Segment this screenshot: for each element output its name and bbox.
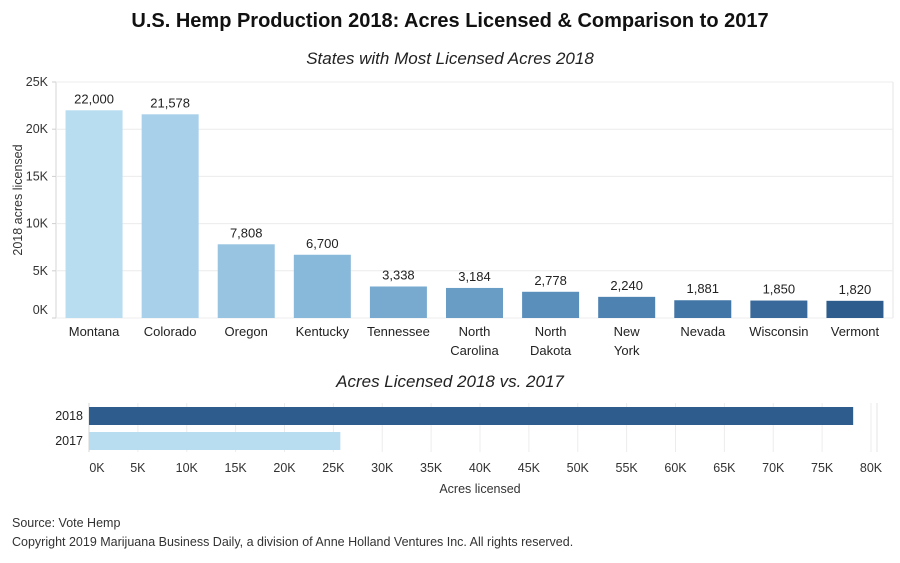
chart-title: U.S. Hemp Production 2018: Acres License… [131, 10, 769, 32]
data-label: 22,000 [74, 91, 114, 106]
x-tick-label: Nevada [680, 324, 726, 339]
x-tick-label: 5K [130, 461, 146, 475]
bar-chart-subtitle: States with Most Licensed Acres 2018 [306, 49, 594, 68]
x-tick-label: 60K [664, 461, 687, 475]
y-tick-label: 2018 [55, 409, 83, 423]
y-tick-label: 20K [26, 122, 49, 136]
x-tick-label: Kentucky [296, 324, 350, 339]
x-tick-label: 40K [469, 461, 492, 475]
y-tick-label: 15K [26, 169, 49, 183]
bar-north-dakota [522, 291, 580, 318]
y-tick-label: 2017 [55, 434, 83, 448]
x-tick-label: Montana [69, 324, 120, 339]
data-label: 6,700 [306, 236, 339, 251]
x-tick-label: 80K [860, 461, 883, 475]
data-label: 1,881 [686, 281, 719, 296]
x-tick-label: 25K [322, 461, 345, 475]
source-note: Source: Vote Hemp [12, 516, 121, 530]
x-tick-label: York [614, 343, 640, 358]
x-tick-label: 35K [420, 461, 443, 475]
y-axis-label: 2018 acres licensed [11, 144, 25, 255]
x-tick-label: Vermont [831, 324, 880, 339]
bar-north-carolina [446, 287, 503, 318]
x-tick-label: Wisconsin [749, 324, 808, 339]
x-tick-label: Tennessee [367, 324, 430, 339]
comparison-chart-subtitle: Acres Licensed 2018 vs. 2017 [336, 372, 564, 391]
x-tick-label: Oregon [225, 324, 268, 339]
data-label: 1,850 [763, 282, 796, 297]
bar-kentucky [293, 254, 351, 318]
x-tick-label: 0K [89, 461, 105, 475]
x-tick-label: 75K [811, 461, 834, 475]
copyright-note: Copyright 2019 Marijuana Business Daily,… [12, 535, 574, 549]
bar-nevada [674, 300, 732, 318]
bar-2017 [89, 432, 341, 450]
data-label: 7,808 [230, 225, 263, 240]
x-axis-label: Acres licensed [439, 482, 520, 496]
x-tick-label: 50K [567, 461, 590, 475]
bar-new-york [598, 296, 656, 318]
x-tick-label: Carolina [450, 343, 499, 358]
x-tick-label: 70K [762, 461, 785, 475]
x-tick-label: 30K [371, 461, 394, 475]
data-label: 1,820 [839, 282, 872, 297]
bar-wisconsin [750, 300, 808, 318]
x-tick-label: North [535, 324, 567, 339]
x-tick-label: 45K [518, 461, 541, 475]
bar-colorado [141, 114, 199, 318]
data-label: 3,184 [458, 269, 491, 284]
x-tick-label: 20K [273, 461, 296, 475]
x-tick-label: Dakota [530, 343, 572, 358]
x-tick-label: Colorado [144, 324, 197, 339]
x-tick-label: 10K [176, 461, 199, 475]
x-tick-label: 55K [616, 461, 639, 475]
bar-2018 [89, 407, 854, 425]
data-label: 21,578 [150, 95, 190, 110]
bar-oregon [217, 244, 275, 318]
x-tick-label: 15K [225, 461, 248, 475]
bar-tennessee [369, 286, 427, 318]
bar-montana [65, 110, 123, 318]
x-tick-label: 65K [713, 461, 736, 475]
data-label: 3,338 [382, 267, 415, 282]
bar-vermont [826, 300, 884, 318]
data-label: 2,240 [610, 278, 643, 293]
data-label: 2,778 [534, 273, 567, 288]
y-tick-label: 0K [33, 303, 49, 317]
x-tick-label: North [459, 324, 491, 339]
x-tick-label: New [614, 324, 641, 339]
y-tick-label: 25K [26, 75, 49, 89]
y-tick-label: 10K [26, 217, 49, 231]
y-tick-label: 5K [33, 264, 49, 278]
